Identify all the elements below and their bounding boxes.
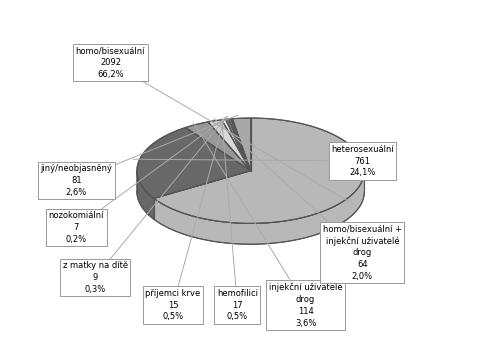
- Text: příjemci krve
15
0,5%: příjemci krve 15 0,5%: [145, 289, 200, 321]
- Polygon shape: [228, 119, 250, 171]
- Text: hemofilici
17
0,5%: hemofilici 17 0,5%: [216, 289, 257, 321]
- Text: heterosexuální
761
24,1%: heterosexuální 761 24,1%: [330, 145, 393, 177]
- Polygon shape: [185, 122, 250, 171]
- Text: nozokomiální
7
0,2%: nozokomiální 7 0,2%: [48, 211, 104, 244]
- Polygon shape: [225, 119, 250, 171]
- Polygon shape: [137, 172, 154, 219]
- Polygon shape: [154, 118, 364, 223]
- Polygon shape: [154, 171, 364, 244]
- Text: homo/bisexuální +
injekční uživatelé
drog
64
2,0%: homo/bisexuální + injekční uživatelé dro…: [322, 224, 401, 281]
- Text: z matky na dítě
9
0,3%: z matky na dítě 9 0,3%: [62, 261, 127, 294]
- Text: homo/bisexuální
2092
66,2%: homo/bisexuální 2092 66,2%: [76, 46, 145, 79]
- Polygon shape: [137, 171, 364, 244]
- Polygon shape: [137, 127, 250, 198]
- Text: jiný/neobjasněný
81
2,6%: jiný/neobjasněný 81 2,6%: [40, 164, 112, 197]
- Polygon shape: [232, 118, 250, 171]
- Text: injekční uživatelé
drog
114
3,6%: injekční uživatelé drog 114 3,6%: [268, 283, 342, 328]
- Polygon shape: [207, 120, 250, 171]
- Polygon shape: [230, 119, 250, 171]
- Polygon shape: [222, 120, 250, 171]
